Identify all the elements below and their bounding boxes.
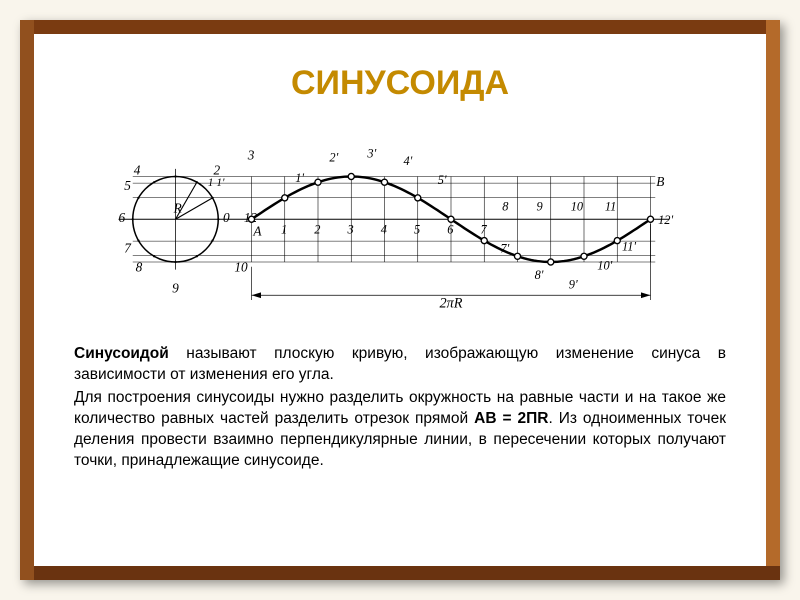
svg-text:2πR: 2πR xyxy=(440,296,463,312)
svg-text:2: 2 xyxy=(314,223,320,237)
svg-text:3': 3' xyxy=(366,147,376,161)
svg-text:8: 8 xyxy=(136,260,143,275)
sinusoid-svg: R345678921 1'01210АВ12345678910111'2'3'4… xyxy=(74,129,714,319)
svg-text:6: 6 xyxy=(447,223,454,237)
svg-text:1': 1' xyxy=(295,171,304,185)
svg-text:5: 5 xyxy=(414,223,420,237)
svg-text:11': 11' xyxy=(622,240,636,254)
svg-text:6: 6 xyxy=(119,210,126,225)
frame-border-right xyxy=(766,20,780,580)
svg-text:9': 9' xyxy=(569,278,578,292)
svg-text:8': 8' xyxy=(535,268,544,282)
svg-text:7: 7 xyxy=(124,241,132,256)
frame-border-bottom xyxy=(20,566,780,580)
svg-text:1 1': 1 1' xyxy=(208,177,225,189)
svg-text:12': 12' xyxy=(658,213,673,227)
svg-text:11: 11 xyxy=(605,200,616,214)
svg-text:1: 1 xyxy=(281,223,287,237)
svg-text:10': 10' xyxy=(597,259,612,273)
svg-text:0: 0 xyxy=(223,210,230,225)
svg-text:5: 5 xyxy=(124,178,131,193)
svg-text:4: 4 xyxy=(134,163,141,178)
frame-border-left xyxy=(20,20,34,580)
svg-text:7: 7 xyxy=(480,223,487,237)
svg-text:8: 8 xyxy=(502,200,509,214)
svg-text:7': 7' xyxy=(500,242,509,256)
svg-text:3: 3 xyxy=(247,147,255,162)
svg-text:10: 10 xyxy=(234,260,248,275)
body-text: Синусоидой называют плоскую кривую, изоб… xyxy=(74,344,726,474)
outer-frame: СИНУСОИДА R345678921 1'01210АВ1234567891… xyxy=(20,20,780,580)
sinusoid-diagram: R345678921 1'01210АВ12345678910111'2'3'4… xyxy=(74,129,714,319)
page-title: СИНУСОИДА xyxy=(34,64,766,103)
slide: СИНУСОИДА R345678921 1'01210АВ1234567891… xyxy=(0,0,800,600)
svg-text:В: В xyxy=(656,174,664,189)
svg-text:9: 9 xyxy=(537,200,543,214)
svg-text:4: 4 xyxy=(381,223,387,237)
svg-text:10: 10 xyxy=(571,200,584,214)
svg-text:9: 9 xyxy=(172,280,179,295)
inner-area: СИНУСОИДА R345678921 1'01210АВ1234567891… xyxy=(34,34,766,566)
svg-text:3: 3 xyxy=(346,223,353,237)
svg-text:2: 2 xyxy=(214,163,221,178)
svg-text:А: А xyxy=(252,223,262,238)
svg-text:2': 2' xyxy=(329,150,338,164)
svg-text:R: R xyxy=(173,201,182,216)
svg-text:4': 4' xyxy=(404,154,413,168)
frame-border-top xyxy=(20,20,780,34)
svg-text:5': 5' xyxy=(438,173,447,187)
